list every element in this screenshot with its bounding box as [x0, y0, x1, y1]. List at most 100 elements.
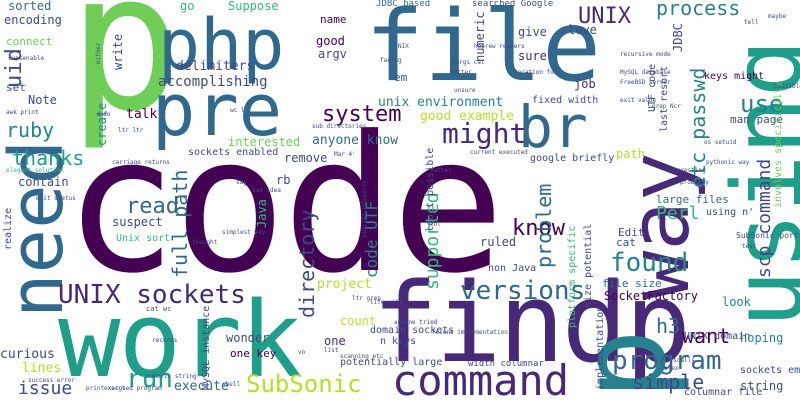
word-records: records — [152, 337, 178, 344]
word-sorted: sorted — [8, 0, 52, 13]
word-job: job — [574, 77, 596, 91]
word-code: code — [64, 96, 505, 315]
word-lines: lines — [22, 361, 62, 376]
word-use: use — [740, 90, 784, 118]
word-java: Java — [255, 199, 269, 228]
word-process: process — [656, 0, 741, 20]
word-suppose: Suppose — [228, 0, 279, 13]
word-execute: execute — [174, 379, 229, 394]
word-bad-idea: bad idea — [252, 187, 281, 194]
word-thanks: thanks — [12, 146, 85, 170]
word-similar-products: similar products — [361, 180, 368, 238]
word-want: want — [682, 324, 731, 348]
word-involves-specifically: involves specifically — [773, 81, 784, 208]
word-full-path: full path — [168, 169, 192, 278]
word-system: system — [322, 102, 402, 127]
word-freebsd-server: FreeBSD server — [620, 79, 671, 86]
word-grep-ncr: grep Ncr — [652, 103, 681, 110]
word-name: name — [320, 13, 347, 26]
word-read: read — [126, 194, 179, 219]
word-perl: Perl — [656, 203, 700, 224]
word-test: test — [742, 243, 757, 250]
word-write: write — [111, 33, 125, 70]
word-life-will: life will — [370, 299, 403, 306]
word-mysql-database: MySQL database — [620, 69, 671, 76]
word-project: project — [317, 277, 372, 292]
word-work: work — [58, 279, 302, 400]
word-socketfactory: SocketFactory — [604, 289, 698, 303]
word-know: know — [512, 216, 565, 241]
word-least-possible: least possible — [425, 147, 436, 232]
word-elegant-solution: elegant solution — [6, 167, 64, 174]
word-say: say — [236, 179, 247, 186]
word-large-files: large files — [656, 193, 729, 206]
word-numeric: numeric — [473, 11, 487, 62]
word-cat-wc: cat wc — [146, 305, 172, 313]
word-suspect: suspect — [112, 215, 163, 229]
word-scp-command: scp command — [754, 158, 775, 278]
word-facing: facing — [380, 57, 402, 64]
word-location-full: location full — [514, 69, 561, 76]
word-ruled: ruled — [480, 235, 517, 249]
word-ltr-ltr: ltr ltr — [118, 127, 144, 134]
word-connect: connect — [6, 35, 53, 48]
word-shell: shell — [222, 381, 241, 388]
word-unix-domain: UNIX domain — [684, 331, 751, 342]
word-exit-status: exit status — [36, 195, 76, 202]
word-string: string — [740, 379, 784, 393]
word-create: create — [95, 102, 109, 146]
word-accomplishing: accomplishing — [158, 74, 268, 90]
word-success-error: success error — [28, 377, 75, 384]
word-google-briefly: google briefly — [530, 153, 615, 164]
word-file-size: file size — [602, 277, 662, 290]
word-numeric-string: numeric string — [146, 373, 197, 380]
word-recursive-mode: recursive mode — [620, 51, 671, 58]
word-encoding: encoding — [4, 13, 62, 27]
word-subsonic: SubSonic — [246, 370, 362, 398]
word-searched-google: searched Google — [472, 0, 554, 9]
word-size-potential: size potential — [583, 223, 594, 308]
word-look: look — [722, 295, 751, 309]
word-talk: talk — [126, 107, 158, 122]
word-interested: interested — [228, 135, 301, 149]
word-pre: pre — [152, 68, 283, 152]
word-file: file — [365, 0, 602, 104]
word-ltr-grep: ltr grep — [352, 295, 381, 302]
word-contain: contain — [18, 175, 69, 189]
word-findp: findp — [372, 259, 691, 387]
word-sudo: sudo — [96, 111, 111, 118]
word-sub-directories: sub directories — [312, 123, 367, 130]
word-hoping: hoping — [740, 331, 784, 345]
word-vo: vo — [298, 349, 306, 356]
word-fixed-width: fixed width — [532, 95, 599, 106]
word-br: br — [518, 93, 588, 161]
word-delimiters: delimiters — [176, 59, 255, 74]
word-note: Note — [28, 93, 57, 107]
word-nix: NIX — [398, 43, 409, 50]
word-one-key: one key — [230, 347, 277, 360]
word-wc-l: wc l — [230, 107, 245, 114]
word-remove: remove — [284, 151, 328, 165]
word-set: set — [6, 81, 26, 94]
word-using-n: using n' — [706, 207, 755, 218]
word-keys-might: keys might — [704, 71, 765, 82]
word-issue: issue — [18, 378, 73, 399]
word-possible: possible — [774, 83, 800, 90]
word-n-keys: n keys — [380, 336, 417, 347]
word-alex: alex — [664, 365, 679, 372]
word-implementation: implementation — [595, 305, 606, 390]
word-columnar-file: columnar file — [684, 387, 763, 398]
word-realize: realize — [3, 207, 14, 250]
word-better: better — [450, 69, 472, 76]
word-cat: cat — [616, 236, 636, 249]
word-jdbc-based: JDBC based — [376, 0, 431, 9]
word-probably: probably — [680, 179, 709, 186]
word-em: em — [394, 71, 408, 84]
word-man-page: man page — [730, 113, 783, 126]
word-current-executed: current executed — [470, 149, 528, 156]
word-recent-implementation: recent implementation — [432, 329, 508, 336]
word-unix-sort: Unix sort — [116, 233, 171, 244]
word-argv: argv — [318, 47, 347, 61]
word-versions: versions — [460, 276, 586, 306]
